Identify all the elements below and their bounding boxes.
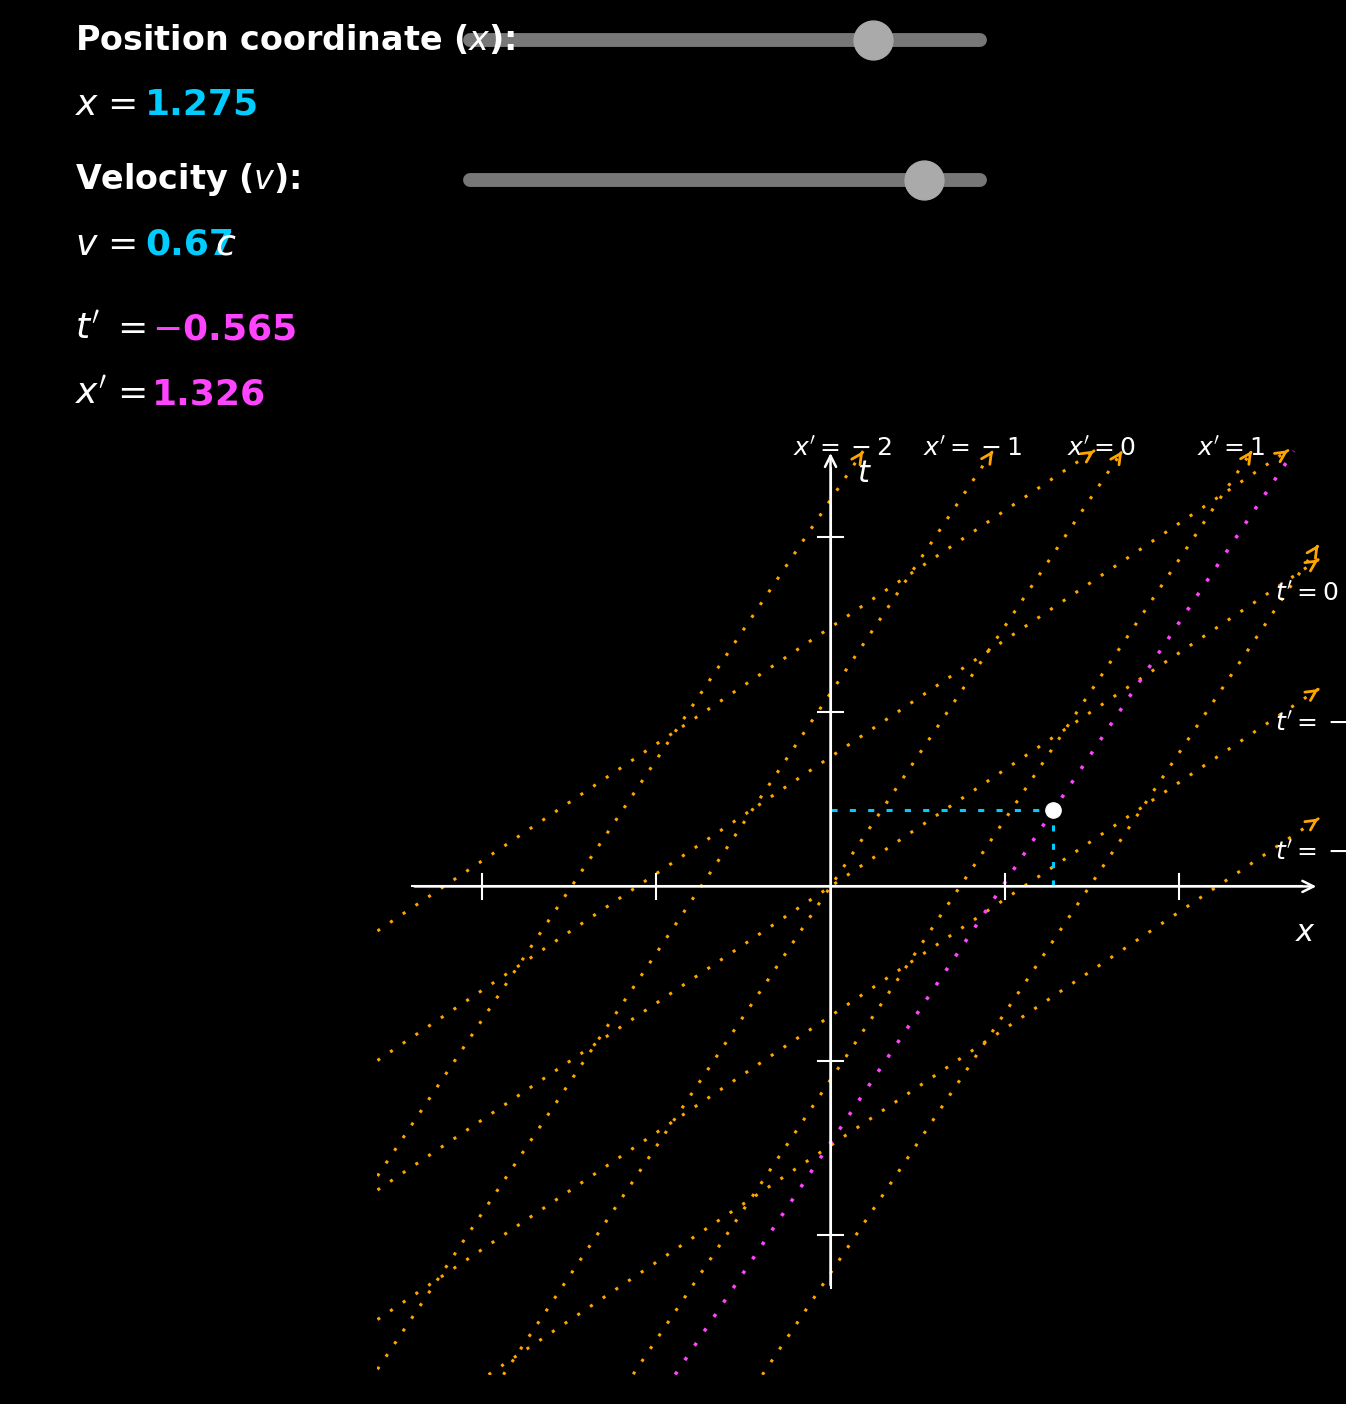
Text: =: = xyxy=(118,313,160,347)
Text: Position coordinate ($x$):: Position coordinate ($x$): xyxy=(75,22,516,58)
Text: $c$: $c$ xyxy=(215,227,237,261)
Text: Velocity ($v$):: Velocity ($v$): xyxy=(75,161,300,198)
Text: $x'=0$: $x'=0$ xyxy=(1067,437,1136,461)
Text: 1.275: 1.275 xyxy=(145,88,260,122)
Text: $v$: $v$ xyxy=(75,227,98,261)
Text: =: = xyxy=(108,227,149,261)
Text: $x'$: $x'$ xyxy=(75,378,108,411)
Text: $t'=-2$: $t'=-2$ xyxy=(1276,841,1346,865)
Text: 1.326: 1.326 xyxy=(152,378,267,411)
Text: $-$0.565: $-$0.565 xyxy=(152,313,296,347)
Text: $x'=-2$: $x'=-2$ xyxy=(793,437,892,461)
Text: $x'=1$: $x'=1$ xyxy=(1197,437,1265,461)
Text: 0.67: 0.67 xyxy=(145,227,234,261)
Text: $t'=0$: $t'=0$ xyxy=(1276,583,1339,607)
Text: $t$: $t$ xyxy=(856,459,872,489)
Text: =: = xyxy=(108,88,149,122)
Text: $x'=-1$: $x'=-1$ xyxy=(922,437,1022,461)
Text: $t'=-1$: $t'=-1$ xyxy=(1276,712,1346,736)
Text: $x$: $x$ xyxy=(1295,918,1315,946)
Text: $t'$: $t'$ xyxy=(75,313,100,347)
Text: =: = xyxy=(118,378,160,411)
Text: $x$: $x$ xyxy=(75,88,100,122)
